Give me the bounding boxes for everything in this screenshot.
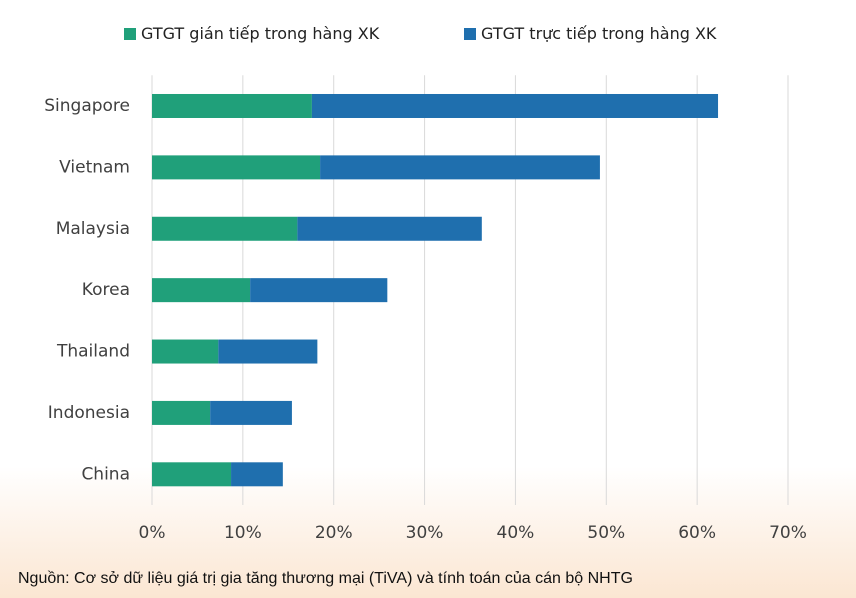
bar-segment: [297, 216, 482, 241]
y-tick-label: Indonesia: [48, 403, 130, 423]
bar-segment: [311, 93, 719, 118]
bar-segment: [152, 216, 298, 241]
bar-segment: [320, 155, 600, 180]
y-tick-label: Malaysia: [56, 219, 130, 239]
bar-segment: [152, 400, 211, 425]
x-tick-label: 40%: [497, 523, 535, 543]
x-tick-label: 30%: [406, 523, 444, 543]
bar-segment: [231, 462, 283, 487]
legend-label: GTGT gián tiếp trong hàng XK: [141, 24, 380, 43]
bar-segment: [152, 339, 219, 364]
y-tick-label: Vietnam: [59, 157, 130, 177]
y-tick-label: China: [81, 464, 130, 484]
y-tick-label: Thailand: [56, 342, 130, 362]
legend-label: GTGT trực tiếp trong hàng XK: [481, 24, 717, 43]
x-tick-label: 0%: [139, 523, 166, 543]
x-tick-label: 70%: [769, 523, 807, 543]
source-note: Nguồn: Cơ sở dữ liệu giá trị gia tăng th…: [18, 570, 633, 587]
bar-segment: [152, 462, 232, 487]
bar-segment: [250, 278, 388, 303]
bar-segment: [152, 278, 251, 303]
x-tick-label: 10%: [224, 523, 262, 543]
x-tick-label: 50%: [587, 523, 625, 543]
bar-segment: [210, 400, 292, 425]
x-tick-label: 20%: [315, 523, 353, 543]
legend-swatch: [464, 28, 476, 40]
legend-swatch: [124, 28, 136, 40]
x-tick-label: 60%: [678, 523, 716, 543]
bar-segment: [218, 339, 318, 364]
bar-segment: [152, 155, 321, 180]
y-tick-label: Korea: [82, 280, 130, 300]
y-tick-label: Singapore: [44, 96, 130, 116]
bar-segment: [152, 93, 312, 118]
